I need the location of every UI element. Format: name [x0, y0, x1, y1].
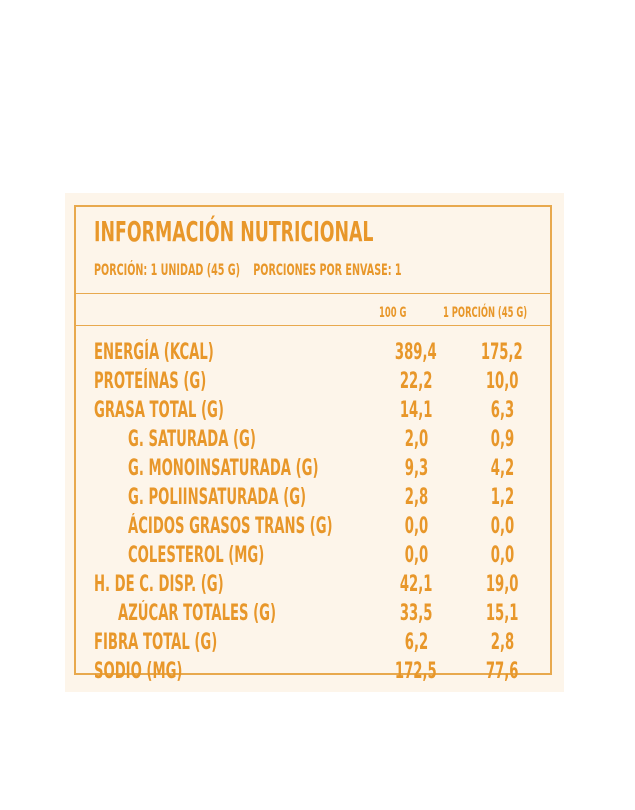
nutrient-label: G. SATURADA (G): [128, 427, 256, 452]
portions-per-pack: PORCIONES POR ENVASE: 1: [253, 260, 402, 279]
nutrient-row: SODIO (MG) 172,5 77,6: [76, 660, 550, 689]
nutrient-label: G. POLIINSATURADA (G): [128, 485, 307, 510]
nutrient-row: G. MONOINSATURADA (G) 9,3 4,2: [76, 457, 550, 486]
value-100g: 33,5: [399, 601, 433, 626]
nutrient-label: ÁCIDOS GRASOS TRANS (G): [128, 514, 333, 539]
value-portion: 6,3: [490, 398, 514, 423]
nutrient-row: ENERGÍA (KCAL) 389,4 175,2: [76, 341, 550, 370]
value-100g: 6,2: [404, 630, 428, 655]
value-portion: 0,0: [490, 543, 514, 568]
value-portion: 77,6: [485, 659, 519, 684]
value-100g: 172,5: [395, 659, 437, 684]
nutrition-label-panel: INFORMACIÓN NUTRICIONAL PORCIÓN: 1 UNIDA…: [65, 193, 564, 692]
nutrient-row: AZÚCAR TOTALES (G) 33,5 15,1: [76, 602, 550, 631]
portion-size: PORCIÓN: 1 UNIDAD (45 G): [94, 260, 241, 279]
value-portion: 4,2: [490, 456, 514, 481]
nutrition-label-frame: INFORMACIÓN NUTRICIONAL PORCIÓN: 1 UNIDA…: [74, 205, 552, 684]
nutrient-row: ÁCIDOS GRASOS TRANS (G) 0,0 0,0: [76, 515, 550, 544]
value-100g: 14,1: [399, 398, 433, 423]
nutrient-label: SODIO (MG): [94, 659, 183, 684]
value-100g: 22,2: [399, 369, 433, 394]
value-100g: 0,0: [404, 543, 428, 568]
value-portion: 0,9: [490, 427, 514, 452]
nutrient-row: H. DE C. DISP. (G) 42,1 19,0: [76, 573, 550, 602]
nutrient-label: G. MONOINSATURADA (G): [128, 456, 319, 481]
nutrient-row: FIBRA TOTAL (G) 6,2 2,8: [76, 631, 550, 660]
nutrient-label: FIBRA TOTAL (G): [94, 630, 218, 655]
nutrient-row: COLESTEROL (MG) 0,0 0,0: [76, 544, 550, 573]
value-portion: 2,8: [490, 630, 514, 655]
value-100g: 0,0: [404, 514, 428, 539]
nutrient-table: ENERGÍA (KCAL) 389,4 175,2 PROTEÍNAS (G)…: [76, 341, 550, 689]
nutrient-row: PROTEÍNAS (G) 22,2 10,0: [76, 370, 550, 399]
value-100g: 9,3: [404, 456, 428, 481]
label-title: INFORMACIÓN NUTRICIONAL: [94, 215, 374, 248]
value-portion: 15,1: [485, 601, 519, 626]
column-header-portion: 1 PORCIÓN (45 G): [443, 305, 528, 321]
nutrient-label: COLESTEROL (MG): [128, 543, 265, 568]
nutrient-label: PROTEÍNAS (G): [94, 369, 207, 394]
nutrient-row: GRASA TOTAL (G) 14,1 6,3: [76, 399, 550, 428]
nutrient-row: G. SATURADA (G) 2,0 0,9: [76, 428, 550, 457]
value-portion: 1,2: [490, 485, 514, 510]
column-header-100g: 100 G: [379, 305, 407, 321]
value-portion: 19,0: [485, 572, 519, 597]
value-portion: 175,2: [481, 340, 523, 365]
value-100g: 389,4: [395, 340, 437, 365]
value-portion: 10,0: [485, 369, 519, 394]
value-100g: 2,8: [404, 485, 428, 510]
nutrient-label: ENERGÍA (KCAL): [94, 340, 214, 365]
header-divider: [76, 293, 550, 294]
nutrient-label: AZÚCAR TOTALES (G): [118, 601, 277, 626]
columns-divider: [76, 325, 550, 326]
value-100g: 42,1: [399, 572, 433, 597]
nutrient-row: G. POLIINSATURADA (G) 2,8 1,2: [76, 486, 550, 515]
serving-info: PORCIÓN: 1 UNIDAD (45 G) PORCIONES POR EN…: [94, 262, 402, 278]
value-100g: 2,0: [404, 427, 428, 452]
nutrient-label: GRASA TOTAL (G): [94, 398, 224, 423]
value-portion: 0,0: [490, 514, 514, 539]
nutrient-label: H. DE C. DISP. (G): [94, 572, 224, 597]
